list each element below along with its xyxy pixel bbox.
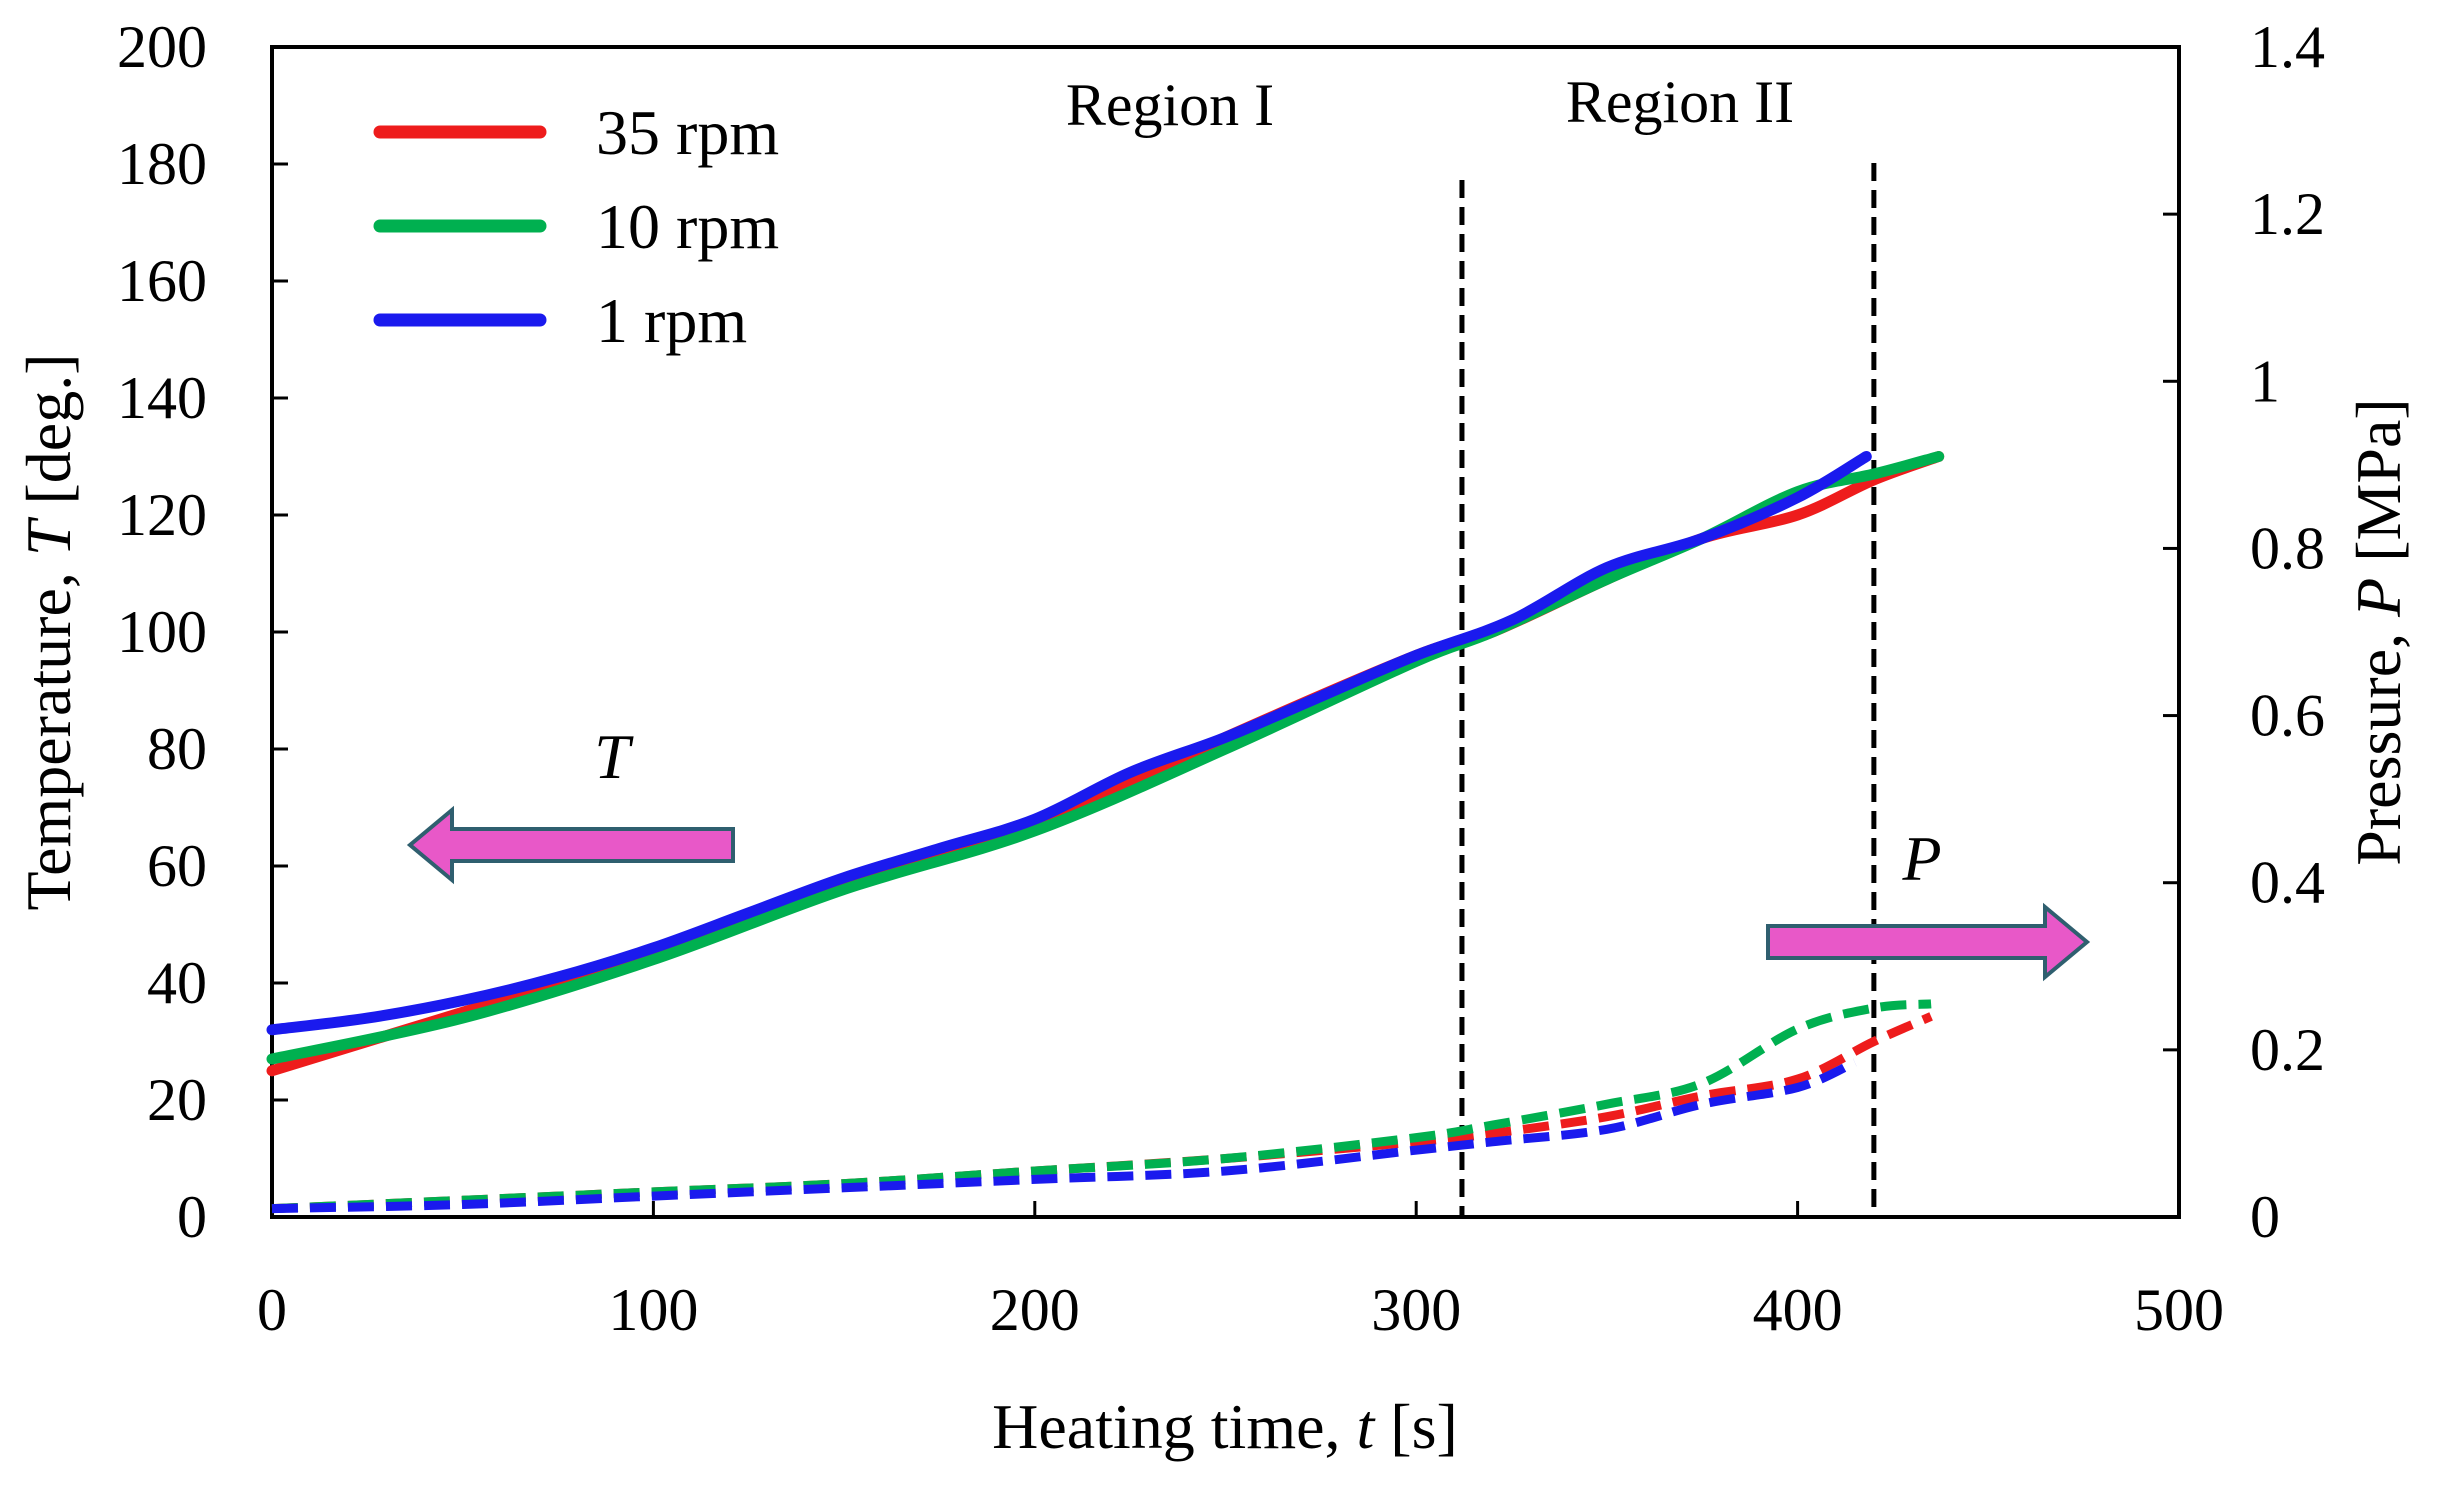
y-right-tick-label: 0.6 <box>2250 683 2325 749</box>
y-left-tick-label: 40 <box>147 950 207 1016</box>
legend: 35 rpm 10 rpm 1 rpm <box>373 97 779 356</box>
plot-area <box>270 45 2181 1219</box>
pressure-line-35-rpm <box>271 1012 1933 1214</box>
data-series <box>266 451 1945 1214</box>
y-left-tick-label: 80 <box>147 716 207 782</box>
region-divider-lines <box>1459 163 1877 1217</box>
region-1-label: Region I <box>1066 72 1274 138</box>
y-left-tick-label: 200 <box>117 14 207 80</box>
y-axis-left-title: Temperature, T [deg.] <box>13 353 84 910</box>
y-right-tick-label: 0.4 <box>2250 850 2325 916</box>
x-tick-label: 100 <box>608 1277 698 1343</box>
legend-label-1-rpm: 1 rpm <box>596 285 747 356</box>
y-axis-left-title-var: T <box>13 516 84 556</box>
x-tick-label: 300 <box>1371 1277 1461 1343</box>
y-left-tick-label: 100 <box>117 599 207 665</box>
pressure-arrow-label: P <box>1901 823 1941 894</box>
y-left-tick-label: 160 <box>117 248 207 314</box>
y-axis-right-title-unit: [MPa] <box>2343 398 2414 578</box>
y-right-tick-label: 0.8 <box>2250 515 2325 581</box>
legend-label-35-rpm: 35 rpm <box>596 97 779 168</box>
y-right-tick-label: 0.2 <box>2250 1017 2325 1083</box>
y-left-tick-label: 120 <box>117 482 207 548</box>
y-axis-left-title-prefix: Temperature, <box>13 556 84 910</box>
x-tick-label: 400 <box>1753 1277 1843 1343</box>
x-axis-title-var: t <box>1357 1391 1377 1462</box>
temperature-line-1-rpm <box>266 451 1872 1036</box>
temperature-axis-arrow <box>406 805 735 885</box>
y-axis-right-title-prefix: Pressure, <box>2343 617 2414 866</box>
pressure-axis-arrow <box>1766 902 2091 982</box>
x-tick-label: 500 <box>2134 1277 2224 1343</box>
y-left-tick-label: 0 <box>177 1184 207 1250</box>
axis-ticks: 0 100 200 300 400 500 0 20 40 60 80 100 120 140 160 180… <box>117 14 2325 1343</box>
x-tick-label: 200 <box>990 1277 1080 1343</box>
x-tick-label: 0 <box>257 1277 287 1343</box>
region-2-label: Region II <box>1566 69 1794 135</box>
y-right-tick-label: 1 <box>2250 348 2280 414</box>
y-right-tick-label: 1.2 <box>2250 181 2325 247</box>
x-axis-title-unit: [s] <box>1374 1391 1458 1462</box>
temperature-arrow-label: T <box>594 721 634 792</box>
y-axis-left-title-unit: [deg.] <box>13 353 84 520</box>
legend-label-10-rpm: 10 rpm <box>596 191 779 262</box>
pressure-line-10-rpm <box>271 999 1932 1214</box>
x-axis-title: Heating time, t [s] <box>992 1391 1458 1462</box>
x-axis-title-prefix: Heating time, <box>992 1391 1356 1462</box>
y-right-tick-label: 0 <box>2250 1184 2280 1250</box>
y-left-tick-label: 140 <box>117 365 207 431</box>
y-left-tick-label: 60 <box>147 833 207 899</box>
pressure-line-1-rpm <box>271 1058 1857 1214</box>
y-left-tick-label: 20 <box>147 1067 207 1133</box>
axis-arrows <box>406 805 2091 982</box>
y-axis-right-title-var: P <box>2343 578 2414 618</box>
y-right-tick-label: 1.4 <box>2250 14 2325 80</box>
y-axis-right-title: Pressure, P [MPa] <box>2343 398 2414 865</box>
y-left-tick-label: 180 <box>117 131 207 197</box>
